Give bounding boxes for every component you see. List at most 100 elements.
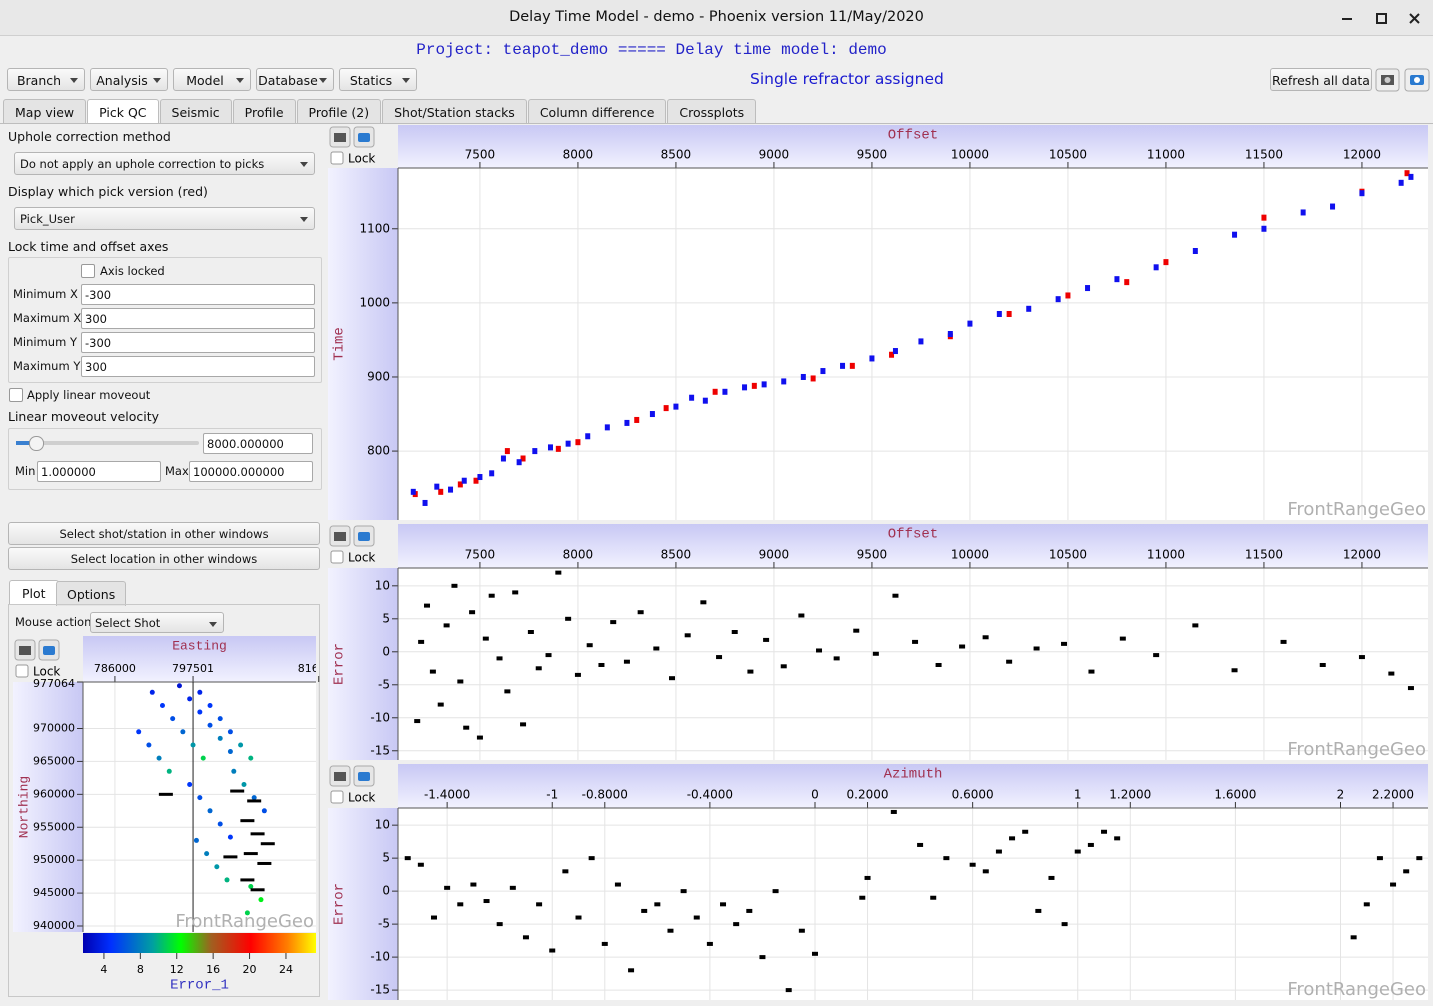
point bbox=[637, 610, 644, 615]
pick-select[interactable]: Pick_User bbox=[14, 207, 315, 230]
point bbox=[1358, 655, 1365, 660]
point bbox=[1192, 623, 1199, 628]
max-input[interactable]: 100000.000000 bbox=[189, 461, 313, 482]
tab[interactable]: Profile (2) bbox=[296, 99, 382, 124]
subtab[interactable]: Plot bbox=[9, 580, 59, 605]
point bbox=[601, 941, 608, 946]
checkbox[interactable] bbox=[81, 264, 95, 278]
shot-point bbox=[243, 852, 258, 856]
mouse-select[interactable]: Select Shot bbox=[90, 612, 224, 633]
checkbox-label: Apply linear moveout bbox=[27, 388, 151, 402]
point bbox=[1363, 902, 1370, 907]
select-button[interactable]: Select location in other windows bbox=[8, 547, 320, 570]
subtab[interactable]: Options bbox=[56, 581, 127, 606]
tab[interactable]: Map view bbox=[3, 99, 87, 124]
uphole-select[interactable]: Do not apply an uphole correction to pic… bbox=[14, 152, 315, 175]
y-tick-label: 945000 bbox=[33, 886, 75, 899]
x-tick-label: 9000 bbox=[759, 548, 790, 562]
lock-checkbox[interactable] bbox=[330, 790, 344, 804]
station-point bbox=[207, 702, 213, 708]
point bbox=[798, 928, 805, 933]
tab[interactable]: Pick QC bbox=[87, 99, 159, 124]
velocity-input[interactable]: 8000.000000 bbox=[203, 433, 313, 454]
tab[interactable]: Seismic bbox=[159, 99, 232, 124]
select-button[interactable]: Select shot/station in other windows bbox=[8, 522, 320, 545]
close[interactable] bbox=[1409, 13, 1420, 24]
point bbox=[720, 902, 727, 907]
point bbox=[448, 486, 454, 493]
point bbox=[1388, 671, 1395, 676]
menu-button[interactable]: Branch bbox=[7, 68, 85, 91]
point bbox=[982, 869, 989, 874]
label: Uphole correction method bbox=[8, 129, 171, 144]
lock-checkbox[interactable] bbox=[15, 664, 29, 678]
watermark: FrontRangeGeo bbox=[175, 911, 314, 932]
x-tick-label: 10000 bbox=[951, 148, 989, 162]
limit-input[interactable]: -300 bbox=[81, 332, 315, 353]
limit-input[interactable]: 300 bbox=[81, 356, 315, 377]
point bbox=[628, 968, 635, 973]
point bbox=[912, 639, 919, 644]
point bbox=[1006, 659, 1013, 664]
colorbar-tick-label: 24 bbox=[279, 963, 293, 976]
checkbox[interactable] bbox=[9, 388, 23, 402]
point bbox=[434, 483, 440, 490]
y-tick-label: 960000 bbox=[33, 787, 75, 800]
point bbox=[457, 679, 464, 684]
tab[interactable]: Profile bbox=[232, 99, 296, 124]
min-input[interactable]: 1.000000 bbox=[37, 461, 161, 482]
tab[interactable]: Column difference bbox=[527, 99, 667, 124]
station-point bbox=[261, 808, 267, 814]
point bbox=[488, 593, 495, 598]
point bbox=[663, 405, 669, 412]
window-controls[interactable] bbox=[1330, 8, 1430, 28]
colorbar-tick-label: 12 bbox=[170, 963, 184, 976]
group-box bbox=[8, 428, 322, 490]
point bbox=[562, 869, 569, 874]
x-tick-label: 7500 bbox=[465, 148, 496, 162]
y-tick-label: -10 bbox=[370, 710, 390, 724]
lock-checkbox[interactable] bbox=[330, 151, 344, 165]
tab[interactable]: Crossplots bbox=[667, 99, 757, 124]
slider-handle[interactable] bbox=[29, 436, 44, 451]
lock-label: Lock bbox=[348, 791, 375, 805]
shot-point bbox=[223, 855, 238, 859]
project-header: Project: teapot_demo ===== Delay time mo… bbox=[416, 41, 887, 59]
limit-input[interactable]: 300 bbox=[81, 308, 315, 329]
y-axis-label: Time bbox=[332, 327, 348, 361]
station-point bbox=[159, 702, 165, 708]
point bbox=[1403, 869, 1410, 874]
tab[interactable]: Shot/Station stacks bbox=[382, 99, 527, 124]
x-tick-label: -0.4000 bbox=[687, 788, 733, 802]
menu-button[interactable]: Analysis bbox=[90, 68, 168, 91]
station-point bbox=[214, 864, 220, 870]
camera-icon bbox=[19, 646, 31, 655]
point bbox=[1055, 296, 1061, 303]
point bbox=[1026, 305, 1032, 312]
maximize[interactable] bbox=[1376, 13, 1387, 24]
y-tick-label: 800 bbox=[367, 444, 390, 458]
refresh-button[interactable]: Refresh all data bbox=[1270, 68, 1372, 91]
point bbox=[461, 477, 467, 484]
limit-label: Minimum Y bbox=[13, 335, 77, 349]
menu-button[interactable]: Statics bbox=[339, 68, 417, 91]
menu-button[interactable]: Database bbox=[256, 68, 334, 91]
x-tick-label: 10000 bbox=[951, 548, 989, 562]
x-tick-label: -0.8000 bbox=[582, 788, 628, 802]
y-tick-label: 970000 bbox=[33, 722, 75, 735]
menu-button[interactable]: Model bbox=[173, 68, 251, 91]
shot-point bbox=[250, 888, 265, 892]
lock-label: Lock bbox=[33, 665, 60, 679]
point bbox=[1231, 668, 1238, 673]
colorbar-label: Error_1 bbox=[170, 978, 229, 994]
camera-buttons[interactable] bbox=[1375, 68, 1431, 92]
limit-label: Maximum X bbox=[13, 311, 82, 325]
x-tick-label: 10500 bbox=[1049, 548, 1087, 562]
limit-input[interactable]: -300 bbox=[81, 284, 315, 305]
lock-checkbox[interactable] bbox=[330, 550, 344, 564]
x-tick-label: 9000 bbox=[759, 148, 790, 162]
point bbox=[864, 875, 871, 880]
x-tick-label: -1 bbox=[546, 788, 558, 802]
plot-error-offset: Lock Offset Error 7500 8000 8500 9000 9500 10000… bbox=[328, 524, 1428, 760]
